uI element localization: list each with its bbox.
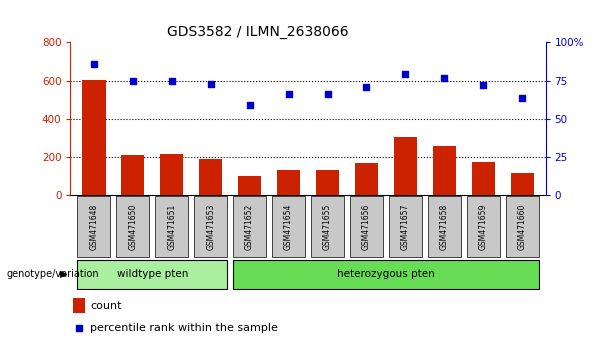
Bar	[82, 80, 105, 195]
Bar	[511, 173, 534, 195]
Bar	[116, 196, 150, 257]
Bar	[233, 196, 266, 257]
Bar	[316, 170, 339, 195]
Bar	[466, 196, 500, 257]
Bar	[121, 155, 145, 195]
Point	[128, 79, 138, 84]
Text: GSM471657: GSM471657	[401, 203, 410, 250]
Bar	[77, 260, 227, 289]
Text: GSM471656: GSM471656	[362, 203, 371, 250]
Point	[167, 79, 177, 84]
Text: GDS3582 / ILMN_2638066: GDS3582 / ILMN_2638066	[167, 25, 348, 39]
Bar	[428, 196, 461, 257]
Bar	[389, 196, 422, 257]
Bar	[238, 176, 261, 195]
Bar	[394, 137, 417, 195]
Point	[478, 82, 488, 88]
Text: GSM471648: GSM471648	[89, 204, 98, 250]
Point	[517, 95, 527, 101]
Point	[400, 71, 410, 77]
Text: GSM471659: GSM471659	[479, 203, 488, 250]
Bar	[506, 196, 539, 257]
Bar	[194, 196, 227, 257]
Text: heterozygous pten: heterozygous pten	[337, 269, 435, 279]
Text: GSM471651: GSM471651	[167, 204, 177, 250]
Point	[362, 84, 371, 90]
Text: wildtype pten: wildtype pten	[116, 269, 188, 279]
Text: GSM471653: GSM471653	[206, 203, 215, 250]
Point	[89, 62, 99, 67]
Point	[245, 102, 254, 108]
Text: GSM471660: GSM471660	[518, 203, 527, 250]
Bar	[199, 160, 223, 195]
Text: genotype/variation: genotype/variation	[6, 269, 99, 279]
Bar	[355, 163, 378, 195]
Point	[284, 91, 294, 97]
Text: percentile rank within the sample: percentile rank within the sample	[91, 323, 278, 333]
Bar	[77, 196, 110, 257]
Text: count: count	[91, 301, 122, 311]
Bar	[433, 146, 456, 195]
Point	[440, 75, 449, 80]
Bar	[272, 196, 305, 257]
Bar	[233, 260, 539, 289]
Text: GSM471655: GSM471655	[323, 203, 332, 250]
Text: GSM471652: GSM471652	[245, 204, 254, 250]
Text: GSM471654: GSM471654	[284, 203, 293, 250]
Bar	[155, 196, 188, 257]
Point	[74, 325, 83, 331]
Bar	[350, 196, 383, 257]
Bar	[277, 170, 300, 195]
Text: GSM471650: GSM471650	[128, 203, 137, 250]
Bar	[160, 154, 183, 195]
Bar	[73, 298, 85, 313]
Text: GSM471658: GSM471658	[440, 204, 449, 250]
Bar	[471, 162, 495, 195]
Point	[206, 81, 216, 87]
Bar	[311, 196, 344, 257]
Point	[322, 91, 332, 97]
